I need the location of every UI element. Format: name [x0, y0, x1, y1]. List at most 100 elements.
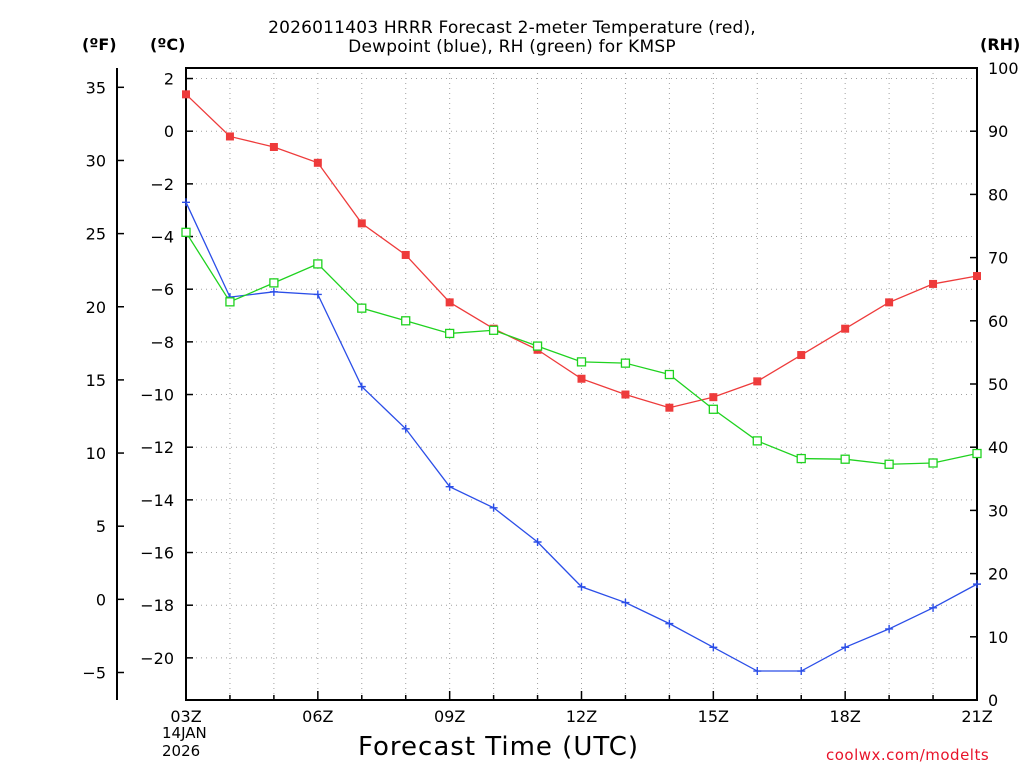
rh-point	[401, 316, 411, 326]
temperature-point	[225, 132, 234, 141]
temperature-point	[665, 403, 674, 412]
fahrenheit-tick-label: 35	[86, 78, 106, 97]
rh-tick-label: 40	[988, 438, 1008, 457]
temperature-point	[445, 298, 454, 307]
dewpoint-point	[182, 198, 190, 207]
temperature-point	[709, 393, 718, 402]
rh-point	[225, 297, 235, 307]
rh-point	[357, 303, 367, 313]
rh-point	[576, 357, 587, 367]
rh-tick-label: 20	[988, 565, 1008, 584]
chart-title-line-2: Dewpoint (blue), RH (green) for KMSP	[348, 37, 676, 57]
temperature-point	[313, 158, 322, 167]
celsius-tick-label: −8	[150, 333, 174, 352]
x-tick-label: 03Z	[170, 707, 201, 726]
temperature-point	[269, 143, 278, 151]
dewpoint-point	[445, 482, 454, 491]
rh-point	[620, 358, 631, 368]
celsius-tick-label: −2	[150, 175, 174, 194]
series	[181, 90, 982, 676]
dewpoint-point	[841, 643, 850, 652]
rh-point	[181, 227, 191, 237]
rh-point	[313, 259, 323, 269]
temperature-point	[841, 324, 850, 333]
temperature-point	[401, 250, 410, 259]
rh-point	[752, 436, 762, 446]
dewpoint-point	[489, 503, 498, 512]
rh-point	[664, 369, 675, 380]
x-tick-label: 15Z	[698, 707, 729, 726]
celsius-tick-label: −4	[150, 228, 174, 247]
rh-tick-label: 70	[988, 249, 1008, 268]
rh-tick-label: 30	[988, 501, 1008, 520]
rh-point	[972, 448, 982, 459]
x-tick-label: 21Z	[961, 707, 992, 726]
temperature-point	[357, 219, 366, 228]
series-rh	[181, 227, 982, 469]
dewpoint-line	[185, 202, 978, 672]
rh-point	[269, 278, 279, 288]
temperature-point	[577, 374, 586, 383]
dewpoint-point	[753, 667, 762, 676]
rh-tick-label: 100	[988, 59, 1019, 78]
dewpoint-point	[313, 290, 322, 299]
rh-point	[928, 458, 938, 468]
date-label-year: 2026	[162, 742, 201, 760]
fahrenheit-unit-label: (ºF)	[82, 35, 117, 54]
dewpoint-point	[709, 643, 718, 652]
x-axis-title: Forecast Time (UTC)	[358, 732, 640, 762]
fahrenheit-tick-label: 20	[86, 298, 106, 317]
temperature-point	[621, 390, 630, 399]
celsius-tick-label: −14	[140, 491, 174, 510]
fahrenheit-tick-label: 25	[86, 225, 106, 244]
rh-tick-label: 10	[988, 628, 1008, 647]
dewpoint-point	[577, 582, 586, 591]
dewpoint-point	[797, 667, 806, 676]
dewpoint-point	[929, 603, 938, 612]
temperature-point	[973, 272, 981, 281]
axes: 20−2−4−6−8−10−12−14−16−18−20353025201510…	[82, 59, 1018, 726]
rh-tick-label: 80	[988, 185, 1008, 204]
rh-point	[708, 404, 718, 414]
grid	[186, 68, 977, 700]
rh-point	[840, 454, 850, 464]
fahrenheit-tick-label: 10	[86, 444, 106, 463]
rh-point	[445, 328, 455, 339]
rh-point	[532, 341, 543, 351]
celsius-tick-label: 2	[164, 70, 174, 89]
dewpoint-point	[665, 619, 674, 628]
chart-title-line-1: 2026011403 HRRR Forecast 2-meter Tempera…	[268, 18, 756, 38]
temperature-point	[885, 298, 894, 307]
celsius-tick-label: 0	[164, 122, 174, 141]
fahrenheit-tick-label: 0	[96, 590, 106, 609]
series-dewpoint	[182, 198, 981, 676]
celsius-tick-label: −10	[140, 386, 174, 405]
x-tick-label: 06Z	[302, 707, 333, 726]
dewpoint-point	[269, 287, 278, 296]
temperature-point	[753, 377, 762, 386]
date-label-day: 14JAN	[162, 724, 207, 742]
dewpoint-point	[401, 424, 410, 433]
dewpoint-point	[973, 580, 981, 589]
x-tick-label: 18Z	[830, 707, 861, 726]
rh-unit-label: (RH)	[980, 35, 1021, 54]
celsius-tick-label: −20	[140, 649, 174, 668]
x-tick-label: 12Z	[566, 707, 597, 726]
temperature-point	[929, 279, 938, 288]
fahrenheit-tick-label: 15	[86, 371, 106, 390]
dewpoint-point	[885, 624, 894, 633]
x-tick-label: 09Z	[434, 707, 465, 726]
celsius-unit-label: (ºC)	[150, 35, 186, 54]
celsius-tick-label: −18	[140, 596, 174, 615]
celsius-tick-label: −6	[150, 280, 174, 299]
celsius-tick-label: −16	[140, 544, 174, 563]
temperature-point	[797, 351, 806, 360]
source-credit: coolwx.com/modelts	[826, 746, 990, 764]
fahrenheit-tick-label: −5	[82, 663, 106, 682]
rh-tick-label: 90	[988, 122, 1008, 141]
rh-tick-label: 0	[988, 691, 998, 710]
dewpoint-point	[533, 538, 542, 546]
celsius-tick-label: −12	[140, 438, 174, 457]
rh-point	[796, 453, 806, 464]
